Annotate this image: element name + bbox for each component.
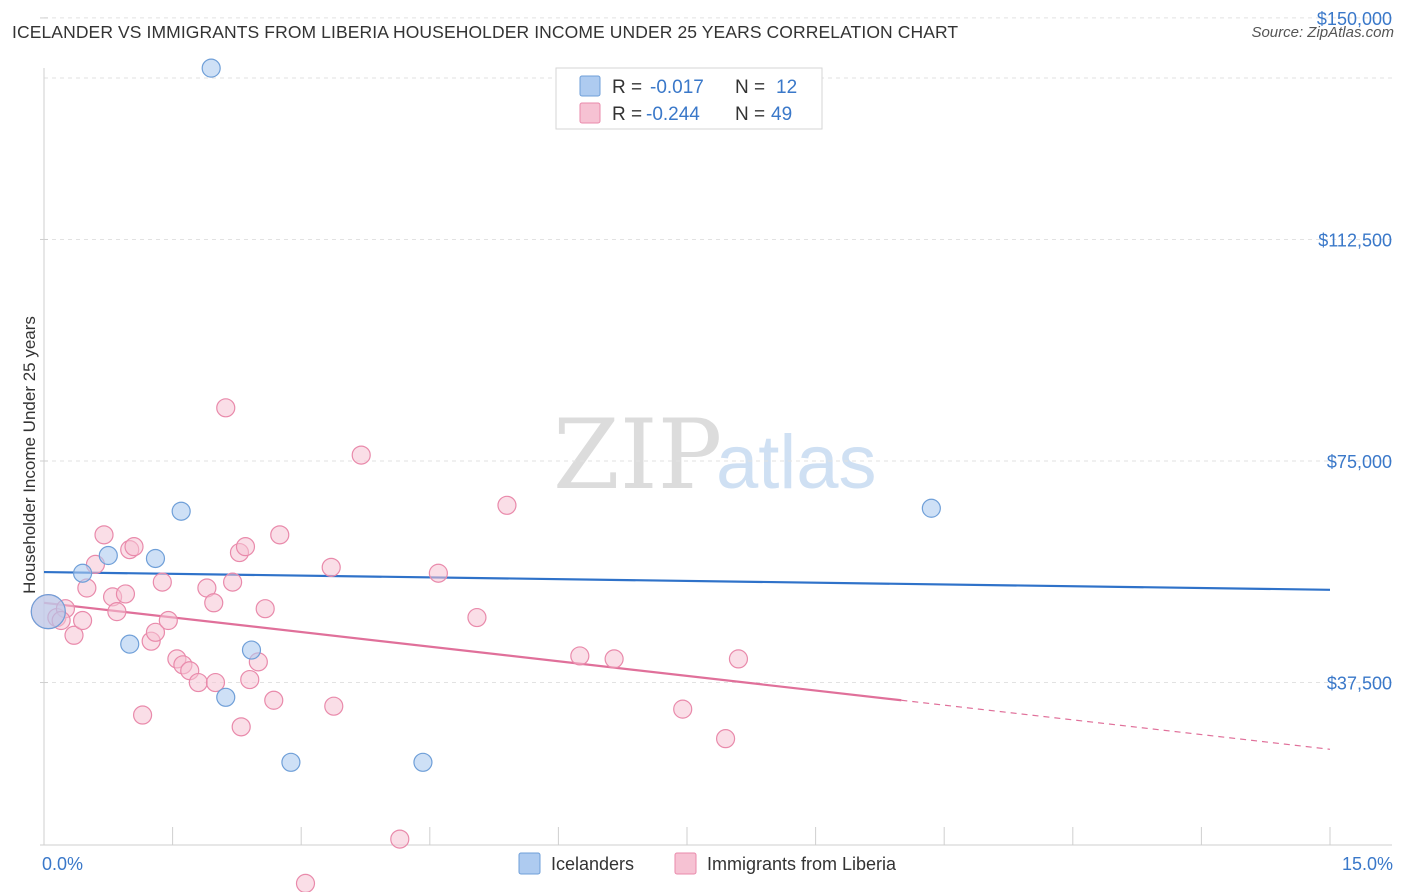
x-tick-labels: 0.0% 15.0% (42, 854, 1393, 874)
icelanders-point-2 (98, 545, 118, 566)
y-tick-label-2: $112,500 (1318, 230, 1392, 250)
icelanders-point-7 (216, 687, 236, 707)
legend-swatch-liberia (579, 102, 601, 124)
liberia-point-44 (604, 649, 624, 669)
liberia-point-3 (64, 625, 84, 645)
legend-n-value-1: 12 (776, 77, 797, 98)
liberia-point-37 (324, 696, 344, 716)
liberia-point-10 (115, 584, 136, 604)
legend-swatch-icelanders (579, 75, 601, 97)
legend-r-label-2: R = (612, 104, 642, 125)
liberia-point-30 (240, 669, 260, 690)
liberia-point-15 (145, 622, 166, 642)
liberia-point-32 (255, 599, 275, 619)
bottom-legend-label-liberia: Immigrants from Liberia (707, 854, 897, 874)
liberia-point-23 (204, 593, 224, 613)
legend-n-label-1: N = (735, 77, 765, 98)
liberia-point-46 (715, 729, 736, 749)
icelanders-point-6 (201, 58, 221, 78)
liberia-point-28 (235, 537, 256, 557)
icelanders-point-10 (413, 752, 433, 772)
liberia-point-9 (107, 602, 127, 622)
axes (40, 17, 1392, 846)
liberia-point-47 (728, 649, 749, 669)
legend-r-value-1: -0.017 (650, 77, 704, 98)
icelanders-point-8 (241, 640, 262, 660)
legend-r-label-1: R = (612, 77, 642, 98)
icelanders-point-9 (281, 752, 301, 772)
liberia-point-12 (124, 537, 144, 557)
liberia-point-36 (321, 557, 341, 577)
y-tick-label-3: $150,000 (1317, 9, 1392, 29)
legend-n-label-2: N = (735, 104, 765, 125)
bottom-legend-label-icelanders: Icelanders (551, 854, 634, 874)
y-tick-label-0: $37,500 (1327, 674, 1392, 694)
series-icelanders-points (30, 58, 941, 772)
liberia-point-38 (351, 445, 371, 465)
liberia-point-43 (570, 646, 590, 666)
liberia-point-41 (467, 607, 487, 628)
bottom-legend-swatch-liberia (674, 852, 697, 875)
legend-r-value-2: -0.244 (646, 104, 700, 125)
liberia-point-21 (188, 672, 208, 693)
liberia-trend-line (43, 601, 902, 702)
liberia-point-16 (152, 572, 172, 592)
icelanders-point-11 (921, 498, 941, 518)
liberia-point-42 (497, 495, 517, 515)
liberia-point-29 (231, 717, 251, 737)
x-tick-label-0: 0.0% (42, 854, 83, 874)
legend-n-value-2: 49 (771, 104, 792, 125)
watermark: ZIP atlas (553, 399, 877, 511)
bottom-legend-swatch-icelanders (518, 852, 541, 875)
liberia-point-34 (270, 525, 290, 545)
watermark-zip: ZIP (553, 399, 722, 511)
liberia-point-26 (223, 572, 243, 592)
liberia-point-4 (72, 610, 93, 631)
icelanders-point-1 (72, 563, 93, 583)
liberia-point-40 (428, 563, 448, 583)
x-tick-label-1: 15.0% (1342, 854, 1393, 874)
chart-title: ICELANDER VS IMMIGRANTS FROM LIBERIA HOU… (12, 22, 959, 42)
legend: R = -0.017 N = 12 R = -0.244 N = 49 (555, 67, 823, 130)
icelanders-point-0 (30, 594, 66, 630)
liberia-point-35 (295, 873, 316, 892)
y-tick-label-1: $75,000 (1327, 452, 1392, 472)
trend-lines (43, 570, 1331, 750)
source-credit: Source: ZipAtlas.com (1251, 24, 1394, 41)
icelanders-point-5 (171, 501, 191, 521)
liberia-point-7 (94, 525, 114, 545)
bottom-legend: Icelanders Immigrants from Liberia (518, 852, 897, 875)
watermark-atlas: atlas (716, 420, 877, 505)
liberia-trend-line-extension (901, 699, 1331, 750)
liberia-point-13 (132, 705, 153, 725)
liberia-point-25 (216, 398, 236, 418)
liberia-point-17 (158, 610, 178, 631)
liberia-point-24 (205, 672, 226, 693)
icelanders-point-4 (145, 548, 166, 569)
y-axis-title: Householder Income Under 25 years (20, 316, 39, 594)
liberia-point-45 (673, 699, 693, 719)
icelanders-trend-line (43, 570, 1331, 591)
liberia-point-33 (264, 690, 284, 710)
y-tick-labels: $37,500 $75,000 $112,500 $150,000 (1317, 9, 1392, 694)
liberia-point-39 (390, 829, 410, 849)
icelanders-point-3 (120, 634, 140, 654)
